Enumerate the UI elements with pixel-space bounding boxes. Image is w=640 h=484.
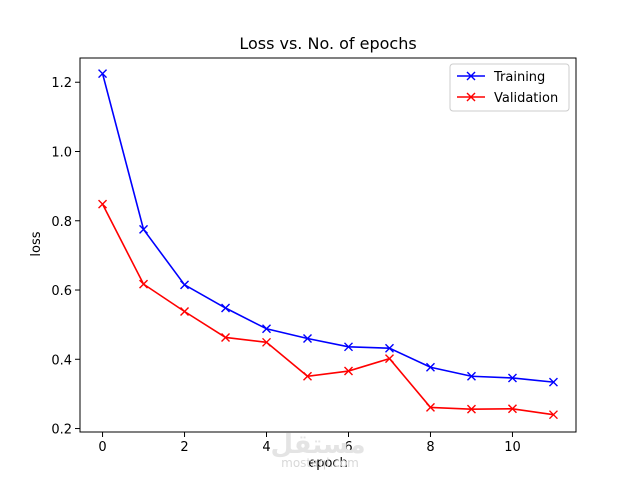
- validation-point: [466, 404, 476, 414]
- marker-stroke: [262, 324, 272, 334]
- axes: 0 2 4 6 8 10 0.2 0.4 0.6 0.8 1.0 1.2: [51, 57, 577, 455]
- marker-stroke: [303, 371, 312, 381]
- marker-stroke: [507, 404, 517, 414]
- training-point: [466, 371, 476, 381]
- marker-stroke: [507, 373, 517, 383]
- x-tick-label: 4: [262, 440, 270, 455]
- validation-point: [262, 337, 272, 347]
- validation-point: [344, 366, 353, 376]
- marker-stroke: [262, 337, 272, 347]
- chart-title: Loss vs. No. of epochs: [239, 34, 416, 53]
- validation-point: [303, 371, 312, 381]
- marker-stroke: [466, 92, 476, 102]
- x-tick-label: 6: [344, 440, 352, 455]
- legend-marker-training: [466, 71, 476, 81]
- marker-stroke: [344, 366, 353, 376]
- marker-stroke: [221, 332, 231, 342]
- x-tick-label: 8: [426, 440, 434, 455]
- marker-stroke: [466, 371, 476, 381]
- training-point: [180, 280, 190, 290]
- marker-stroke: [139, 279, 149, 289]
- legend-label-training: Training: [493, 70, 545, 85]
- training-point: [507, 373, 517, 383]
- validation-point: [425, 402, 435, 412]
- marker-stroke: [466, 404, 476, 414]
- training-point: [425, 362, 435, 372]
- legend-marker-validation: [466, 92, 476, 102]
- x-tick-label: 10: [504, 440, 521, 455]
- marker-stroke: [98, 199, 108, 209]
- marker-stroke: [180, 280, 190, 290]
- validation-point: [180, 306, 190, 316]
- marker-stroke: [344, 342, 353, 352]
- x-axis-label: epoch: [308, 456, 348, 471]
- training-point: [548, 377, 558, 387]
- x-tick-label: 2: [180, 440, 188, 455]
- y-tick-label: 0.8: [51, 215, 72, 230]
- y-tick-label: 0.4: [51, 353, 72, 368]
- marker-stroke: [425, 402, 435, 412]
- marker-stroke: [180, 306, 190, 316]
- training-point: [98, 69, 108, 79]
- y-tick-label: 1.0: [51, 146, 72, 161]
- marker-stroke: [548, 410, 558, 420]
- y-tick-label: 0.6: [51, 284, 72, 299]
- validation-point: [98, 199, 108, 209]
- marker-stroke: [466, 71, 476, 81]
- y-axis-label: loss: [29, 231, 44, 256]
- training-point: [344, 342, 353, 352]
- y-tick-label: 0.2: [51, 423, 72, 438]
- watermark-logo: مستقل: [270, 430, 365, 460]
- validation-point: [139, 279, 149, 289]
- training-point: [262, 324, 272, 334]
- marker-stroke: [384, 343, 394, 353]
- marker-stroke: [548, 377, 558, 387]
- training-point: [384, 343, 394, 353]
- marker-stroke: [303, 334, 312, 343]
- watermark-text: mostaql.com: [281, 456, 359, 470]
- validation-line: [101, 203, 554, 416]
- marker-stroke: [221, 303, 231, 313]
- legend: Training Validation: [449, 63, 570, 112]
- plot-lines: [98, 69, 558, 420]
- x-tick-label: 0: [98, 440, 106, 455]
- plot-frame: [79, 57, 577, 433]
- marker-stroke: [98, 69, 108, 79]
- training-point: [303, 334, 312, 343]
- validation-point: [221, 332, 231, 342]
- training-line: [101, 73, 554, 383]
- y-tick-label: 1.2: [51, 76, 72, 91]
- validation-point: [548, 410, 558, 420]
- training-point: [139, 224, 149, 234]
- legend-label-validation: Validation: [494, 91, 558, 106]
- marker-stroke: [425, 362, 435, 372]
- validation-point: [384, 354, 394, 364]
- training-point: [221, 303, 231, 313]
- validation-point: [507, 404, 517, 414]
- marker-stroke: [139, 224, 149, 234]
- marker-stroke: [384, 354, 394, 364]
